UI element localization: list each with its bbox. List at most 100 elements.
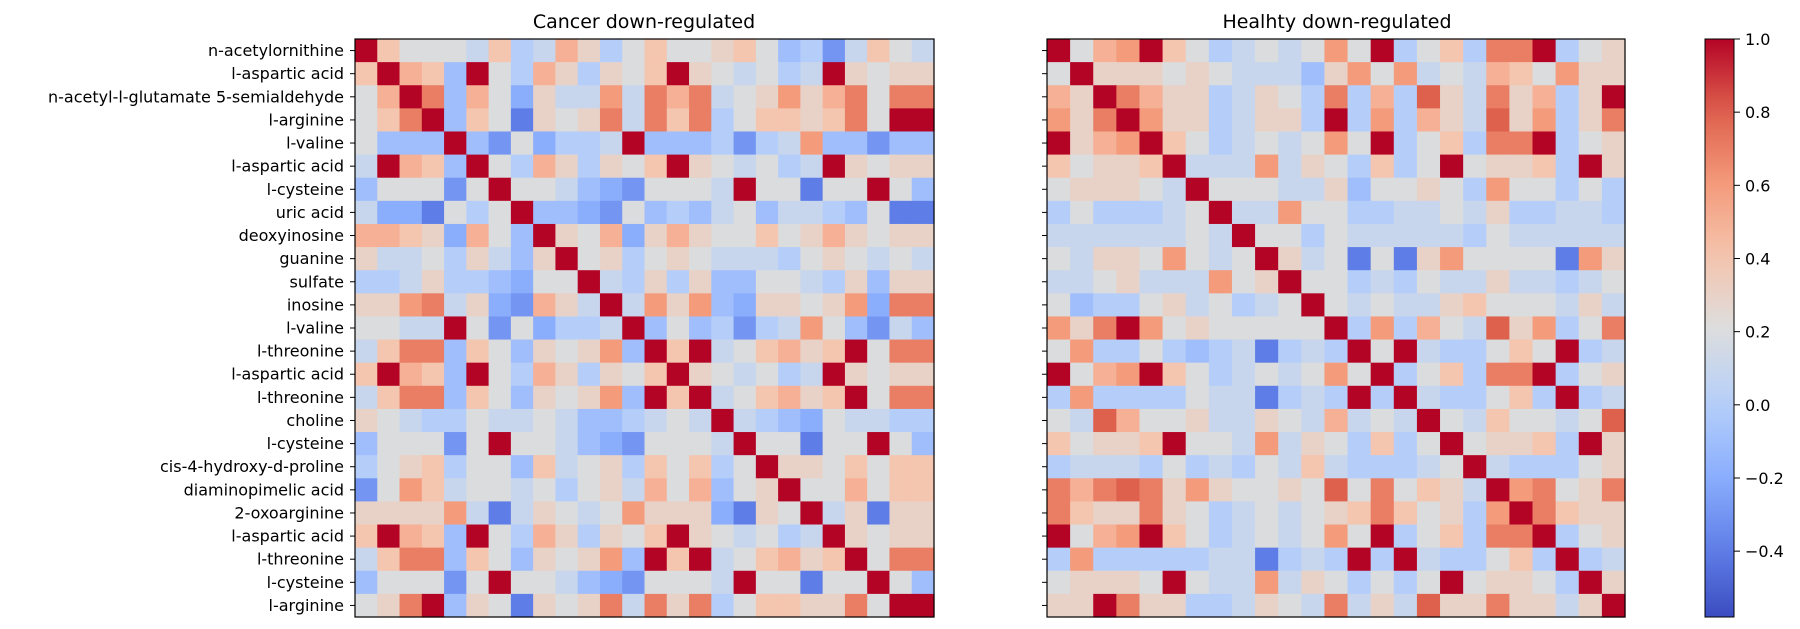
- colorbar-tick-label: 0.0: [1745, 396, 1770, 415]
- heatmap-cell: [1370, 593, 1395, 618]
- heatmap-cell: [1324, 385, 1349, 410]
- heatmap-cell: [1532, 85, 1557, 109]
- heatmap-cell: [1047, 131, 1071, 156]
- heatmap-cell: [488, 455, 512, 479]
- heatmap-cell: [1416, 547, 1441, 572]
- heatmap-cell: [577, 293, 601, 318]
- heatmap-cell: [1578, 455, 1603, 479]
- heatmap-cell: [1463, 385, 1487, 410]
- heatmap-cell: [1139, 247, 1164, 271]
- heatmap-cell: [844, 270, 868, 294]
- heatmap-cell: [1301, 131, 1326, 156]
- heatmap-cell: [1231, 339, 1256, 364]
- heatmap-cell: [1093, 270, 1117, 294]
- heatmap-cell: [533, 270, 557, 294]
- heatmap-cell: [1116, 62, 1141, 86]
- heatmap-cell: [533, 478, 557, 502]
- right-heatmap-title: Healhty down-regulated: [1222, 11, 1451, 33]
- heatmap-cell: [1324, 247, 1349, 271]
- heatmap-cell: [755, 408, 779, 433]
- heatmap-cell: [1578, 62, 1603, 86]
- heatmap-cell: [1532, 62, 1557, 86]
- heatmap-cell: [444, 200, 467, 225]
- heatmap-cell: [733, 478, 757, 502]
- heatmap-cell: [1440, 362, 1464, 387]
- heatmap-cell: [1324, 293, 1349, 318]
- heatmap-cell: [599, 339, 623, 364]
- heatmap-cell: [577, 270, 601, 294]
- heatmap-cell: [1509, 385, 1534, 410]
- heatmap-cell: [889, 501, 913, 526]
- heatmap-cell: [1255, 108, 1279, 133]
- heatmap-cell: [421, 108, 445, 133]
- heatmap-cell: [377, 570, 401, 595]
- heatmap-cell: [1601, 200, 1626, 225]
- heatmap-cell: [1185, 385, 1210, 410]
- heatmap-cell: [1093, 455, 1117, 479]
- heatmap-cell: [844, 385, 868, 410]
- heatmap-cell: [1532, 200, 1557, 225]
- heatmap-cell: [510, 593, 534, 618]
- heatmap-cell: [1486, 200, 1510, 225]
- heatmap-cell: [577, 154, 601, 179]
- heatmap-cell: [355, 200, 378, 225]
- heatmap-cell: [1463, 593, 1487, 618]
- heatmap-cell: [867, 547, 891, 572]
- heatmap-cell: [1255, 524, 1279, 549]
- heatmap-cell: [1463, 293, 1487, 318]
- heatmap-cell: [1463, 316, 1487, 341]
- heatmap-cell: [1162, 247, 1187, 271]
- heatmap-cell: [1601, 247, 1626, 271]
- heatmap-cell: [822, 200, 846, 225]
- heatmap-cell: [733, 177, 757, 202]
- heatmap-cell: [577, 39, 601, 63]
- heatmap-cell: [444, 339, 467, 364]
- heatmap-cell: [355, 223, 378, 248]
- heatmap-cell: [1486, 547, 1510, 572]
- heatmap-cell: [1185, 131, 1210, 156]
- heatmap-cell: [488, 362, 512, 387]
- heatmap-cell: [1162, 316, 1187, 341]
- heatmap-cell: [1301, 524, 1326, 549]
- heatmap-cell: [1440, 316, 1464, 341]
- y-tick-label: l-arginine: [269, 596, 345, 615]
- heatmap-cell: [1532, 270, 1557, 294]
- heatmap-cell: [889, 547, 913, 572]
- heatmap-cell: [1278, 154, 1302, 179]
- heatmap-cell: [666, 385, 690, 410]
- heatmap-cell: [1185, 501, 1210, 526]
- heatmap-cell: [1208, 524, 1233, 549]
- heatmap-cell: [1347, 177, 1372, 202]
- heatmap-cell: [1416, 478, 1441, 502]
- heatmap-cell: [1139, 39, 1164, 63]
- heatmap-cell: [1255, 478, 1279, 502]
- heatmap-cell: [666, 247, 690, 271]
- heatmap-cell: [1440, 478, 1464, 502]
- heatmap-cell: [1486, 108, 1510, 133]
- heatmap-cell: [1093, 362, 1117, 387]
- heatmap-cell: [1278, 62, 1302, 86]
- heatmap-cell: [355, 293, 378, 318]
- y-tick-label: l-aspartic acid: [231, 527, 344, 546]
- heatmap-cell: [1324, 85, 1349, 109]
- heatmap-cell: [1393, 432, 1418, 456]
- heatmap-cell: [444, 247, 467, 271]
- heatmap-cell: [755, 593, 779, 618]
- heatmap-cell: [421, 339, 445, 364]
- heatmap-cell: [755, 200, 779, 225]
- heatmap-cell: [510, 570, 534, 595]
- heatmap-cell: [889, 478, 913, 502]
- heatmap-cell: [1301, 455, 1326, 479]
- heatmap-cell: [1370, 200, 1395, 225]
- heatmap-cell: [666, 455, 690, 479]
- heatmap-cell: [444, 223, 467, 248]
- heatmap-cell: [1347, 432, 1372, 456]
- heatmap-cell: [1440, 200, 1464, 225]
- heatmap-cell: [1162, 177, 1187, 202]
- heatmap-cell: [733, 455, 757, 479]
- heatmap-cell: [533, 131, 557, 156]
- heatmap-cell: [1463, 223, 1487, 248]
- heatmap-cell: [1116, 293, 1141, 318]
- heatmap-cell: [1070, 223, 1094, 248]
